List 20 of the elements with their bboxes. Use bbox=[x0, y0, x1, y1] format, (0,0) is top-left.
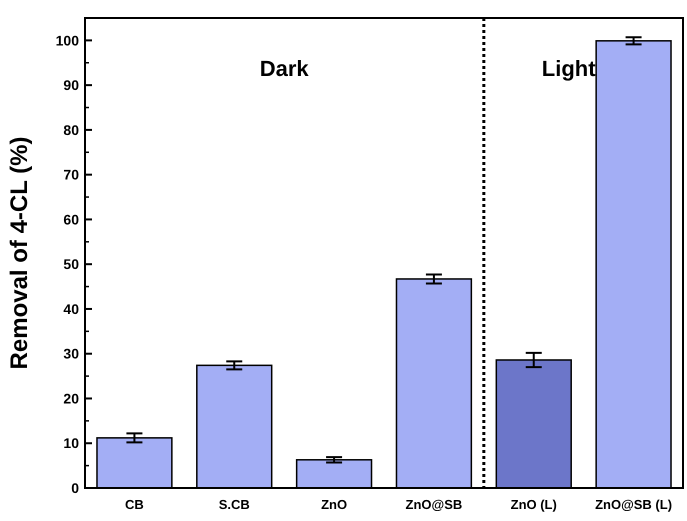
y-tick-label: 90 bbox=[63, 77, 80, 94]
x-tick-label: CB bbox=[125, 497, 144, 512]
y-tick-label: 60 bbox=[63, 211, 80, 228]
x-tick-label: ZnO bbox=[321, 497, 348, 512]
y-tick-label: 70 bbox=[63, 166, 80, 183]
x-tick-label: ZnO@SB bbox=[406, 497, 462, 512]
x-tick-label: ZnO (L) bbox=[510, 497, 557, 512]
y-axis-title: Removal of 4-CL (%) bbox=[6, 136, 33, 370]
y-tick-label: 50 bbox=[63, 256, 80, 272]
y-tick-label: 0 bbox=[71, 480, 80, 496]
annotation: Light bbox=[542, 56, 596, 81]
y-tick-label: 30 bbox=[63, 346, 80, 362]
x-tick-label: ZnO@SB (L) bbox=[595, 497, 672, 512]
y-tick-label: 80 bbox=[63, 122, 80, 138]
y-tick-label: 100 bbox=[56, 32, 80, 48]
annotation: Dark bbox=[260, 56, 310, 81]
x-tick-label: S.CB bbox=[218, 497, 250, 512]
y-tick-label: 10 bbox=[63, 435, 80, 452]
y-tick-label: 40 bbox=[63, 300, 80, 317]
y-tick-label: 20 bbox=[63, 390, 80, 406]
